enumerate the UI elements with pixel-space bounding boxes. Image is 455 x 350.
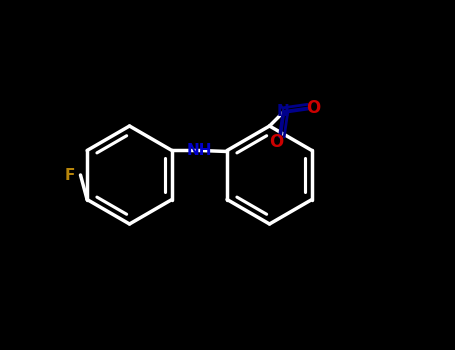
Text: F: F <box>65 168 75 182</box>
Text: O: O <box>269 133 283 151</box>
Text: N: N <box>277 105 290 119</box>
Text: O: O <box>306 99 320 118</box>
Text: NH: NH <box>187 143 212 158</box>
